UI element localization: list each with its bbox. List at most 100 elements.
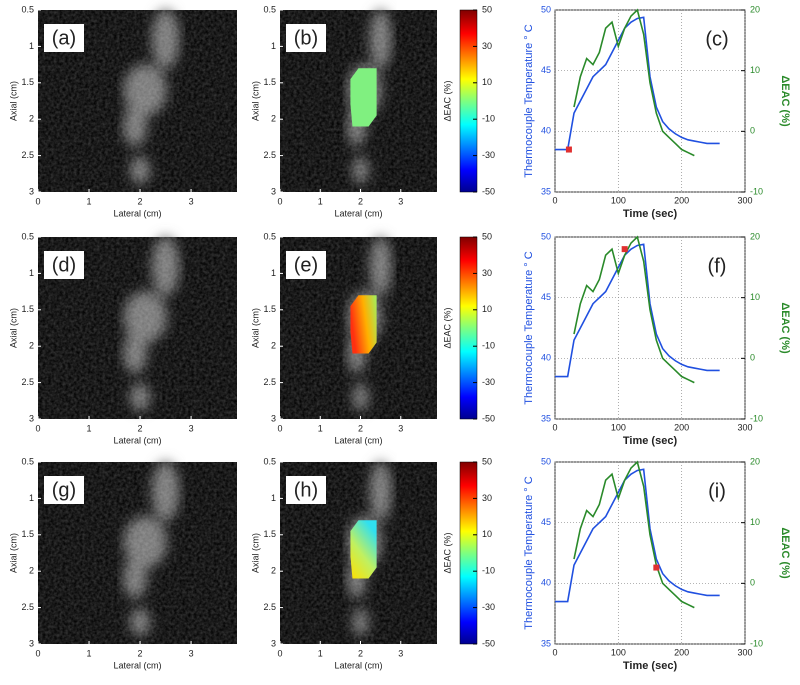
colorbar-tick-label: 10 xyxy=(482,304,492,314)
y-axis-label: Thermocouple Temperature ° C xyxy=(523,476,535,629)
y-tick-label: 3 xyxy=(271,638,276,648)
series-line xyxy=(555,468,720,603)
colorbar-tick-label: -30 xyxy=(482,150,495,160)
eac-overlay xyxy=(350,68,377,127)
y-tick-label: 2 xyxy=(271,114,276,124)
y2-axis-label: ΔEAC (%) xyxy=(779,527,791,579)
y-tick-label: 3 xyxy=(29,413,34,423)
y-tick-label: 3 xyxy=(29,638,34,648)
y2-tick-label: -10 xyxy=(750,413,763,423)
y-tick-label: 2 xyxy=(271,566,276,576)
y-tick-label: 40 xyxy=(541,353,551,363)
x-tick-label: 200 xyxy=(674,195,689,205)
x-axis-label: Lateral (cm) xyxy=(334,435,382,445)
y-tick-label: 1.5 xyxy=(263,77,276,87)
x-tick-label: 2 xyxy=(358,196,363,206)
colorbar-tick-label: -10 xyxy=(482,341,495,351)
x-axis-label: Lateral (cm) xyxy=(113,208,161,218)
y-tick-label: 50 xyxy=(541,456,551,466)
x-tick-label: 2 xyxy=(138,196,143,206)
y-tick-label: 2 xyxy=(29,566,34,576)
colorbar xyxy=(459,9,478,193)
colorbar-tick-label: 30 xyxy=(482,493,492,503)
x-tick-label: 1 xyxy=(318,196,323,206)
panel-label: (a) xyxy=(52,27,76,49)
y-tick-label: 0.5 xyxy=(21,231,34,241)
y-tick-label: 50 xyxy=(541,231,551,241)
panel-label: (c) xyxy=(705,28,728,50)
colorbar xyxy=(459,236,478,420)
colorbar-tick-label: -50 xyxy=(482,638,495,648)
y-axis-label: Axial (cm) xyxy=(250,81,260,121)
x-axis-label: Lateral (cm) xyxy=(334,660,382,670)
series-line xyxy=(573,235,695,384)
x-tick-label: 3 xyxy=(398,423,403,433)
y-tick-label: 1.5 xyxy=(21,529,34,539)
y-tick-label: 40 xyxy=(541,578,551,588)
panel-label-box xyxy=(286,251,326,279)
y2-axis-label: ΔEAC (%) xyxy=(779,75,791,127)
x-axis-label: Time (sec) xyxy=(623,660,678,672)
colorbar-tick-label: -50 xyxy=(482,413,495,423)
plot-area xyxy=(554,9,746,193)
y2-tick-label: 10 xyxy=(750,517,760,527)
y2-tick-label: 0 xyxy=(750,126,755,136)
x-tick-label: 2 xyxy=(138,648,143,658)
y2-tick-label: 0 xyxy=(750,578,755,588)
x-axis-label: Time (sec) xyxy=(623,208,678,220)
x-tick-label: 2 xyxy=(358,423,363,433)
y-tick-label: 1.5 xyxy=(21,304,34,314)
time-marker xyxy=(621,246,628,253)
colorbar-tick-label: -30 xyxy=(482,377,495,387)
y-tick-label: 1 xyxy=(271,493,276,503)
time-marker xyxy=(565,146,572,153)
x-tick-label: 100 xyxy=(611,422,626,432)
y2-tick-label: -10 xyxy=(750,186,763,196)
panel-label-box xyxy=(44,251,84,279)
y2-tick-label: 10 xyxy=(750,292,760,302)
x-axis-label: Lateral (cm) xyxy=(113,435,161,445)
y2-tick-label: 20 xyxy=(750,231,760,241)
y2-tick-label: 20 xyxy=(750,4,760,14)
colorbar-tick-label: -50 xyxy=(482,186,495,196)
series-line xyxy=(573,8,695,157)
x-tick-label: 300 xyxy=(737,647,752,657)
x-tick-label: 0 xyxy=(35,648,40,658)
x-axis-label: Time (sec) xyxy=(623,435,678,447)
eac-overlay xyxy=(350,295,377,354)
x-tick-label: 3 xyxy=(189,196,194,206)
y2-tick-label: 20 xyxy=(750,456,760,466)
colorbar-label: ΔEAC (%) xyxy=(442,80,452,121)
x-tick-label: 1 xyxy=(318,423,323,433)
x-tick-label: 300 xyxy=(737,195,752,205)
series-line xyxy=(573,460,695,609)
colorbar-tick-label: -30 xyxy=(482,602,495,612)
x-tick-label: 1 xyxy=(87,196,92,206)
panel-label: (f) xyxy=(708,255,727,277)
y-tick-label: 2 xyxy=(29,341,34,351)
colorbar-tick-label: 30 xyxy=(482,268,492,278)
x-tick-label: 1 xyxy=(318,648,323,658)
y-tick-label: 1 xyxy=(29,493,34,503)
panel-label: (d) xyxy=(52,254,76,276)
y-tick-label: 0.5 xyxy=(263,231,276,241)
y-axis-label: Thermocouple Temperature ° C xyxy=(523,251,535,404)
panel-label-box xyxy=(44,476,84,504)
x-tick-label: 3 xyxy=(189,423,194,433)
x-tick-label: 1 xyxy=(87,648,92,658)
x-tick-label: 0 xyxy=(277,196,282,206)
plot-area xyxy=(554,461,746,645)
x-tick-label: 3 xyxy=(398,196,403,206)
y-tick-label: 35 xyxy=(541,638,551,648)
y-tick-label: 1 xyxy=(29,268,34,278)
y-tick-label: 2.5 xyxy=(263,602,276,612)
x-tick-label: 100 xyxy=(611,647,626,657)
x-tick-label: 1 xyxy=(87,423,92,433)
x-tick-label: 3 xyxy=(398,648,403,658)
colorbar-tick-label: 30 xyxy=(482,41,492,51)
y-tick-label: 1.5 xyxy=(263,304,276,314)
y2-axis-label: ΔEAC (%) xyxy=(779,302,791,354)
y-tick-label: 2.5 xyxy=(21,602,34,612)
x-tick-label: 0 xyxy=(277,423,282,433)
eac-overlay xyxy=(350,520,377,579)
